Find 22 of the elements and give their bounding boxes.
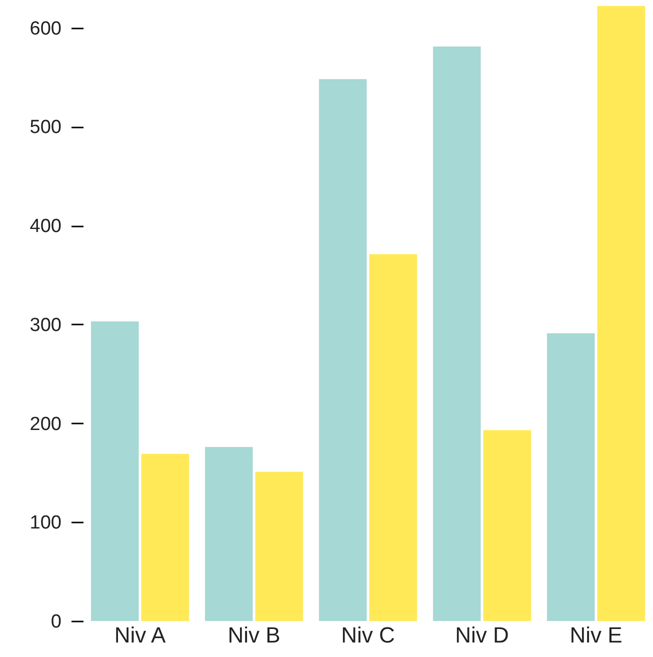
y-tick-label: 600: [30, 18, 62, 40]
x-tick-label: Niv E: [570, 622, 622, 648]
y-tick-label: 400: [30, 216, 62, 237]
y-tick-label: 100: [30, 512, 62, 534]
bar: [141, 454, 190, 621]
x-tick-label: Niv B: [228, 622, 280, 648]
bar: [255, 472, 304, 621]
y-tick-label: 0: [50, 612, 62, 632]
y-tick-label: 300: [30, 314, 62, 336]
bar: [369, 254, 418, 621]
x-tick-label: Niv C: [341, 622, 395, 648]
bar: [546, 333, 595, 621]
bar: [597, 6, 646, 621]
y-tick-label: 500: [30, 117, 62, 138]
bar: [483, 430, 532, 621]
bar: [318, 79, 367, 621]
x-tick-label: Niv A: [114, 622, 166, 648]
bar: [204, 446, 253, 621]
bar: [90, 321, 139, 621]
bar: [432, 46, 481, 621]
x-tick-label: Niv D: [455, 622, 509, 648]
y-tick-label: 200: [30, 414, 62, 435]
